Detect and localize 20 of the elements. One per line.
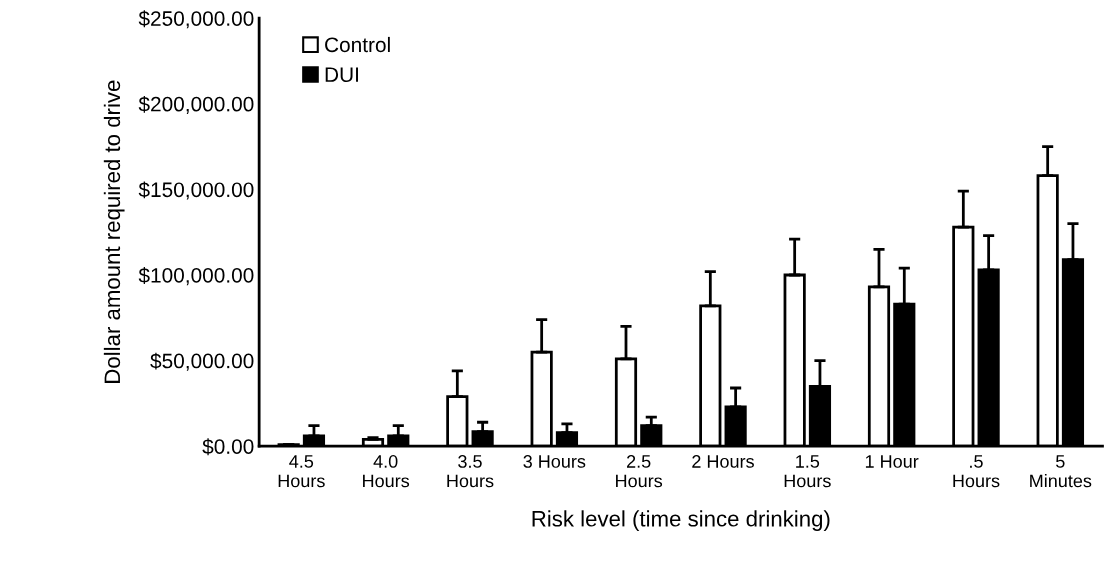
x-tick-label: 2.5 Hours: [616, 455, 663, 488]
y-tick-label: $100,000.00: [138, 267, 254, 286]
x-tick-label: 5 Minutes: [1030, 455, 1092, 488]
y-tick-label: $250,000.00: [138, 10, 254, 29]
x-tick-label: .5 Hours: [953, 455, 1000, 488]
x-tick-label: 3 Hours: [523, 455, 586, 468]
y-tick-label: $150,000.00: [138, 181, 254, 200]
y-axis-title: Dollar amount required to drive: [103, 80, 125, 383]
y-tick-label: $50,000.00: [150, 352, 254, 371]
x-tick-label: 1.5 Hours: [784, 455, 831, 488]
x-tick-label: 4.5 Hours: [278, 455, 325, 488]
x-tick-label: 4.0 Hours: [363, 455, 410, 488]
legend-label: Control: [325, 36, 390, 53]
x-tick-label: 1 Hour: [865, 455, 919, 468]
x-tick-label: 3.5 Hours: [447, 455, 494, 488]
y-tick-label: $200,000.00: [138, 95, 254, 114]
legend-label: DUI: [325, 67, 358, 83]
x-axis-title: Risk level (time since drinking): [532, 510, 830, 531]
y-tick-label: $0.00: [202, 438, 254, 456]
x-tick-label: 2 Hours: [692, 455, 754, 468]
